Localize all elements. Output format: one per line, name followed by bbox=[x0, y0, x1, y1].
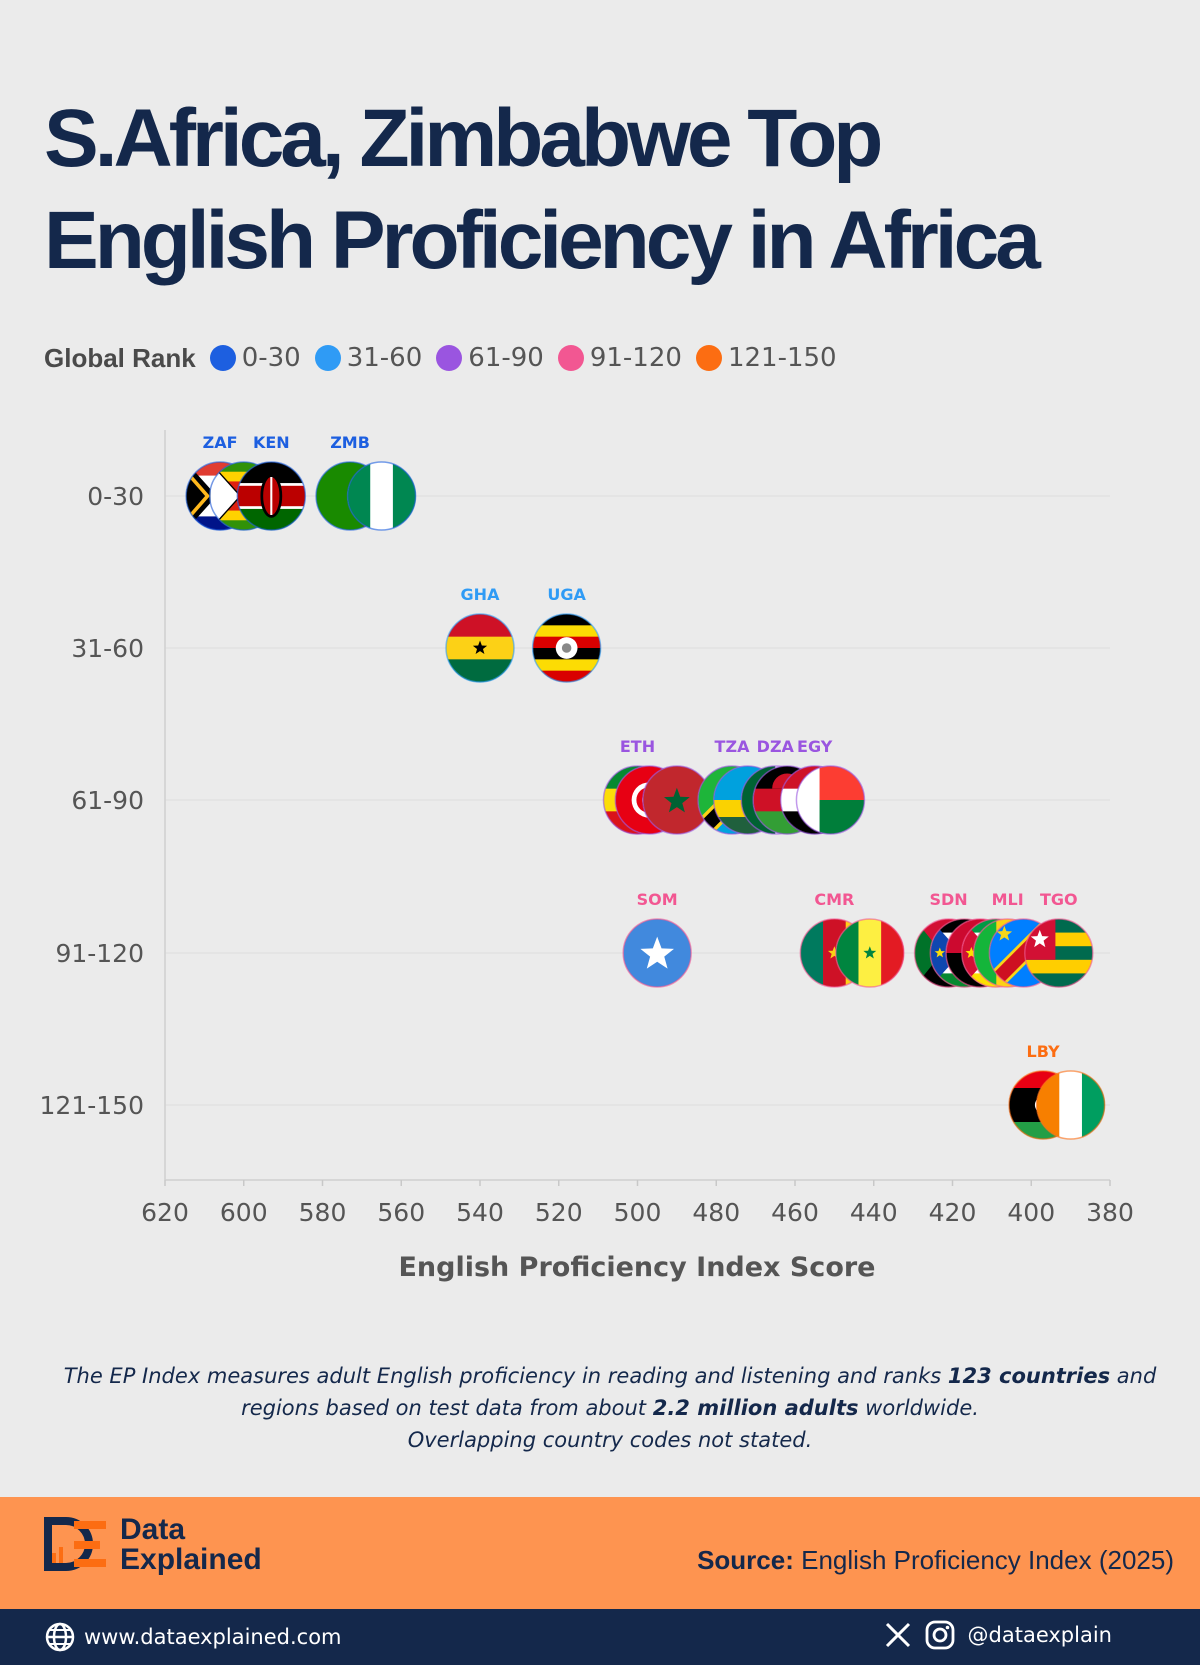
social-handle[interactable]: @dataexplain bbox=[967, 1623, 1112, 1647]
point-label: EGY bbox=[797, 737, 833, 756]
flag-marker-tgo[interactable] bbox=[1024, 918, 1094, 988]
point-label: DZA bbox=[757, 737, 795, 756]
flag-marker-nga[interactable] bbox=[346, 461, 417, 531]
x-axis-label: English Proficiency Index Score bbox=[398, 1252, 875, 1283]
x-tick-label: 460 bbox=[771, 1198, 819, 1227]
source-label: Source: bbox=[697, 1545, 794, 1575]
scatter-chart: 0-30 31-60 61-90 91-120 121-150 620 600 580 560 5… bbox=[40, 430, 1134, 1283]
bottom-bar: www.dataexplained.com @dataexplain bbox=[0, 1609, 1200, 1665]
flag-marker-ken[interactable] bbox=[236, 461, 307, 531]
note-text-2: and regions based on test data from abou… bbox=[241, 1364, 1157, 1420]
x-tick-label: 440 bbox=[850, 1198, 898, 1227]
x-icon[interactable] bbox=[884, 1621, 912, 1649]
x-tick-label: 560 bbox=[377, 1198, 425, 1227]
legend-label: 0-30 bbox=[241, 343, 301, 373]
point-label: KEN bbox=[253, 433, 290, 452]
flag-marker-civ[interactable] bbox=[1035, 1070, 1106, 1140]
legend-item-121-150: 121-150 bbox=[695, 343, 837, 373]
source-credit: Source: English Proficiency Index (2025) bbox=[697, 1545, 1174, 1576]
y-tick-label: 121-150 bbox=[40, 1091, 144, 1120]
x-tick-label: 420 bbox=[929, 1198, 977, 1227]
legend-label: 61-90 bbox=[468, 343, 544, 373]
flag-marker-mdg[interactable] bbox=[795, 765, 866, 835]
flag-marker-sen[interactable] bbox=[835, 918, 905, 988]
page-title: S.Africa, Zimbabwe Top English Proficien… bbox=[44, 88, 1164, 292]
legend-item-0-30: 0-30 bbox=[209, 343, 301, 373]
note-text-4: Overlapping country codes not stated. bbox=[407, 1428, 813, 1452]
point-label: CMR bbox=[814, 890, 854, 909]
flag-marker-som[interactable] bbox=[622, 918, 692, 988]
note-text-1: The EP Index measures adult English prof… bbox=[63, 1364, 948, 1388]
point-label: SDN bbox=[929, 890, 967, 909]
chart-axes: 0-30 31-60 61-90 91-120 121-150 620 600 580 560 5… bbox=[40, 430, 1134, 1227]
x-tick-label: 520 bbox=[535, 1198, 583, 1227]
brand-line-2: Explained bbox=[120, 1543, 262, 1576]
website-text: www.dataexplained.com bbox=[84, 1625, 342, 1649]
x-tick-label: 580 bbox=[299, 1198, 347, 1227]
point-label: ZAF bbox=[203, 433, 238, 452]
legend-dot bbox=[695, 345, 722, 371]
x-tick-label: 600 bbox=[220, 1198, 268, 1227]
legend-item-61-90: 61-90 bbox=[436, 343, 544, 373]
flag-marker-gha[interactable] bbox=[445, 613, 515, 683]
point-label: LBY bbox=[1027, 1042, 1061, 1061]
point-label: ETH bbox=[620, 737, 655, 756]
legend: Global Rank 0-30 31-60 61-90 91-120 121-… bbox=[44, 340, 851, 376]
title-line-1: S.Africa, Zimbabwe Top bbox=[44, 93, 883, 184]
legend-item-91-120: 91-120 bbox=[557, 343, 682, 373]
note-bold-2: 2.2 million adults bbox=[652, 1396, 859, 1420]
legend-label: 91-120 bbox=[589, 343, 682, 373]
de-logo-icon bbox=[44, 1517, 106, 1571]
point-label: MLI bbox=[992, 890, 1024, 909]
brand-logo[interactable]: Data Explained bbox=[44, 1515, 262, 1575]
legend-dot bbox=[314, 345, 341, 371]
y-tick-label: 31-60 bbox=[71, 634, 144, 663]
x-tick-label: 500 bbox=[614, 1198, 662, 1227]
website-link[interactable]: www.dataexplained.com bbox=[44, 1621, 342, 1653]
brand-line-1: Data bbox=[120, 1513, 186, 1546]
point-label: GHA bbox=[461, 585, 501, 604]
y-tick-label: 91-120 bbox=[55, 939, 144, 968]
point-label: TGO bbox=[1040, 890, 1078, 909]
legend-dot bbox=[209, 345, 236, 371]
x-tick-label: 480 bbox=[692, 1198, 740, 1227]
x-tick-label: 400 bbox=[1007, 1198, 1055, 1227]
point-label: ZMB bbox=[330, 433, 370, 452]
note-text-3: worldwide. bbox=[858, 1396, 979, 1420]
legend-item-31-60: 31-60 bbox=[314, 343, 423, 373]
legend-dot bbox=[436, 345, 463, 371]
footer-band: Data Explained Source: English Proficien… bbox=[0, 1497, 1200, 1609]
title-line-2: English Proficiency in Africa bbox=[44, 195, 1041, 286]
legend-label: 31-60 bbox=[346, 343, 423, 373]
y-tick-label: 61-90 bbox=[71, 786, 144, 815]
point-label: UGA bbox=[547, 585, 586, 604]
note-bold-1: 123 countries bbox=[947, 1364, 1111, 1388]
x-tick-label: 620 bbox=[141, 1198, 189, 1227]
point-label: SOM bbox=[637, 890, 678, 909]
chart-points: ZAF KEN ZMB GHA UGA ETH TZA DZA EGY SOM CMR SDN MLI T… bbox=[185, 433, 1106, 1140]
social-links: @dataexplain bbox=[884, 1619, 1112, 1651]
x-tick-label: 380 bbox=[1086, 1198, 1134, 1227]
footnote: The EP Index measures adult English prof… bbox=[60, 1360, 1160, 1456]
x-tick-label: 540 bbox=[456, 1198, 504, 1227]
instagram-icon[interactable] bbox=[924, 1619, 956, 1651]
legend-label: 121-150 bbox=[727, 343, 837, 373]
legend-dot bbox=[557, 345, 584, 371]
source-text: English Proficiency Index (2025) bbox=[801, 1545, 1174, 1575]
point-label: TZA bbox=[715, 737, 751, 756]
flag-marker-uga[interactable] bbox=[531, 613, 602, 683]
y-tick-label: 0-30 bbox=[87, 482, 144, 511]
legend-title: Global Rank bbox=[44, 342, 196, 373]
globe-icon bbox=[45, 1622, 75, 1652]
